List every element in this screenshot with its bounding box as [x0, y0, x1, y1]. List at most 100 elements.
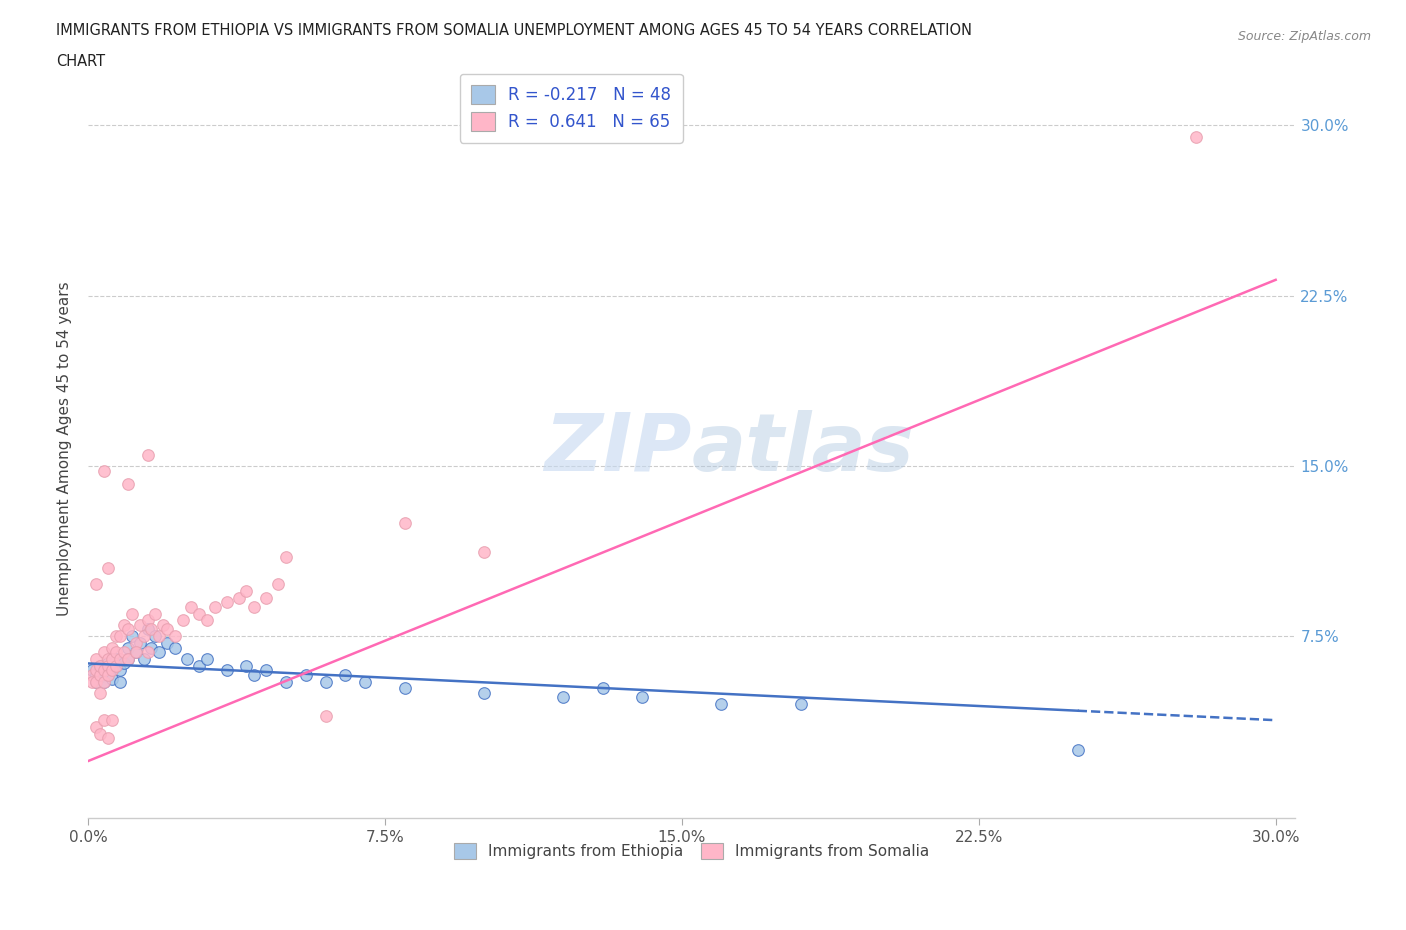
- Point: [108, 651, 131, 666]
- Point: [104, 629, 127, 644]
- Point: [84, 720, 107, 735]
- Point: [553, 690, 575, 705]
- Point: [136, 447, 159, 462]
- Point: [84, 668, 107, 683]
- Point: [117, 651, 139, 666]
- Point: [141, 622, 163, 637]
- Point: [93, 674, 115, 689]
- Point: [1067, 742, 1090, 757]
- Legend: Immigrants from Ethiopia, Immigrants from Somalia: Immigrants from Ethiopia, Immigrants fro…: [449, 837, 935, 866]
- Point: [93, 663, 115, 678]
- Point: [295, 668, 318, 683]
- Text: atlas: atlas: [692, 410, 914, 488]
- Point: [101, 671, 124, 686]
- Point: [315, 709, 337, 724]
- Point: [104, 658, 127, 673]
- Point: [132, 651, 155, 666]
- Point: [89, 685, 111, 700]
- Point: [89, 658, 111, 673]
- Point: [195, 651, 218, 666]
- Point: [117, 622, 139, 637]
- Point: [136, 613, 159, 628]
- Point: [1185, 129, 1208, 144]
- Point: [101, 651, 124, 666]
- Point: [101, 640, 124, 655]
- Point: [215, 663, 238, 678]
- Point: [152, 618, 174, 632]
- Point: [117, 640, 139, 655]
- Point: [124, 644, 146, 659]
- Point: [82, 668, 104, 683]
- Point: [156, 622, 179, 637]
- Point: [136, 622, 159, 637]
- Point: [315, 674, 337, 689]
- Point: [124, 635, 146, 650]
- Point: [124, 644, 146, 659]
- Point: [84, 651, 107, 666]
- Point: [93, 712, 115, 727]
- Point: [89, 668, 111, 683]
- Point: [104, 651, 127, 666]
- Point: [215, 594, 238, 609]
- Point: [267, 577, 290, 591]
- Point: [228, 591, 250, 605]
- Point: [204, 599, 226, 614]
- Point: [136, 644, 159, 659]
- Point: [472, 545, 495, 560]
- Point: [335, 668, 357, 683]
- Point: [172, 613, 194, 628]
- Point: [101, 663, 124, 678]
- Point: [710, 697, 733, 711]
- Point: [188, 658, 211, 673]
- Point: [121, 606, 143, 621]
- Point: [121, 629, 143, 644]
- Point: [195, 613, 218, 628]
- Point: [97, 668, 120, 683]
- Point: [141, 640, 163, 655]
- Point: [108, 674, 131, 689]
- Point: [84, 674, 107, 689]
- Point: [97, 656, 120, 671]
- Point: [472, 685, 495, 700]
- Point: [145, 629, 167, 644]
- Point: [176, 651, 198, 666]
- Point: [82, 674, 104, 689]
- Point: [101, 663, 124, 678]
- Point: [117, 477, 139, 492]
- Point: [117, 651, 139, 666]
- Point: [97, 668, 120, 683]
- Point: [84, 577, 107, 591]
- Point: [631, 690, 654, 705]
- Point: [108, 629, 131, 644]
- Point: [145, 606, 167, 621]
- Point: [112, 656, 135, 671]
- Text: CHART: CHART: [56, 54, 105, 69]
- Point: [128, 635, 150, 650]
- Point: [97, 651, 120, 666]
- Point: [93, 463, 115, 478]
- Point: [97, 658, 120, 673]
- Point: [97, 731, 120, 746]
- Point: [112, 618, 135, 632]
- Point: [108, 663, 131, 678]
- Point: [394, 515, 416, 530]
- Point: [254, 591, 277, 605]
- Point: [254, 663, 277, 678]
- Point: [89, 670, 111, 684]
- Point: [165, 629, 187, 644]
- Point: [243, 599, 266, 614]
- Point: [148, 644, 170, 659]
- Point: [104, 658, 127, 673]
- Point: [89, 726, 111, 741]
- Point: [84, 663, 107, 678]
- Point: [101, 712, 124, 727]
- Point: [112, 644, 135, 659]
- Point: [274, 550, 297, 565]
- Point: [93, 644, 115, 659]
- Point: [93, 663, 115, 678]
- Point: [97, 561, 120, 576]
- Y-axis label: Unemployment Among Ages 45 to 54 years: Unemployment Among Ages 45 to 54 years: [58, 282, 72, 617]
- Point: [84, 674, 107, 689]
- Point: [180, 599, 202, 614]
- Point: [274, 674, 297, 689]
